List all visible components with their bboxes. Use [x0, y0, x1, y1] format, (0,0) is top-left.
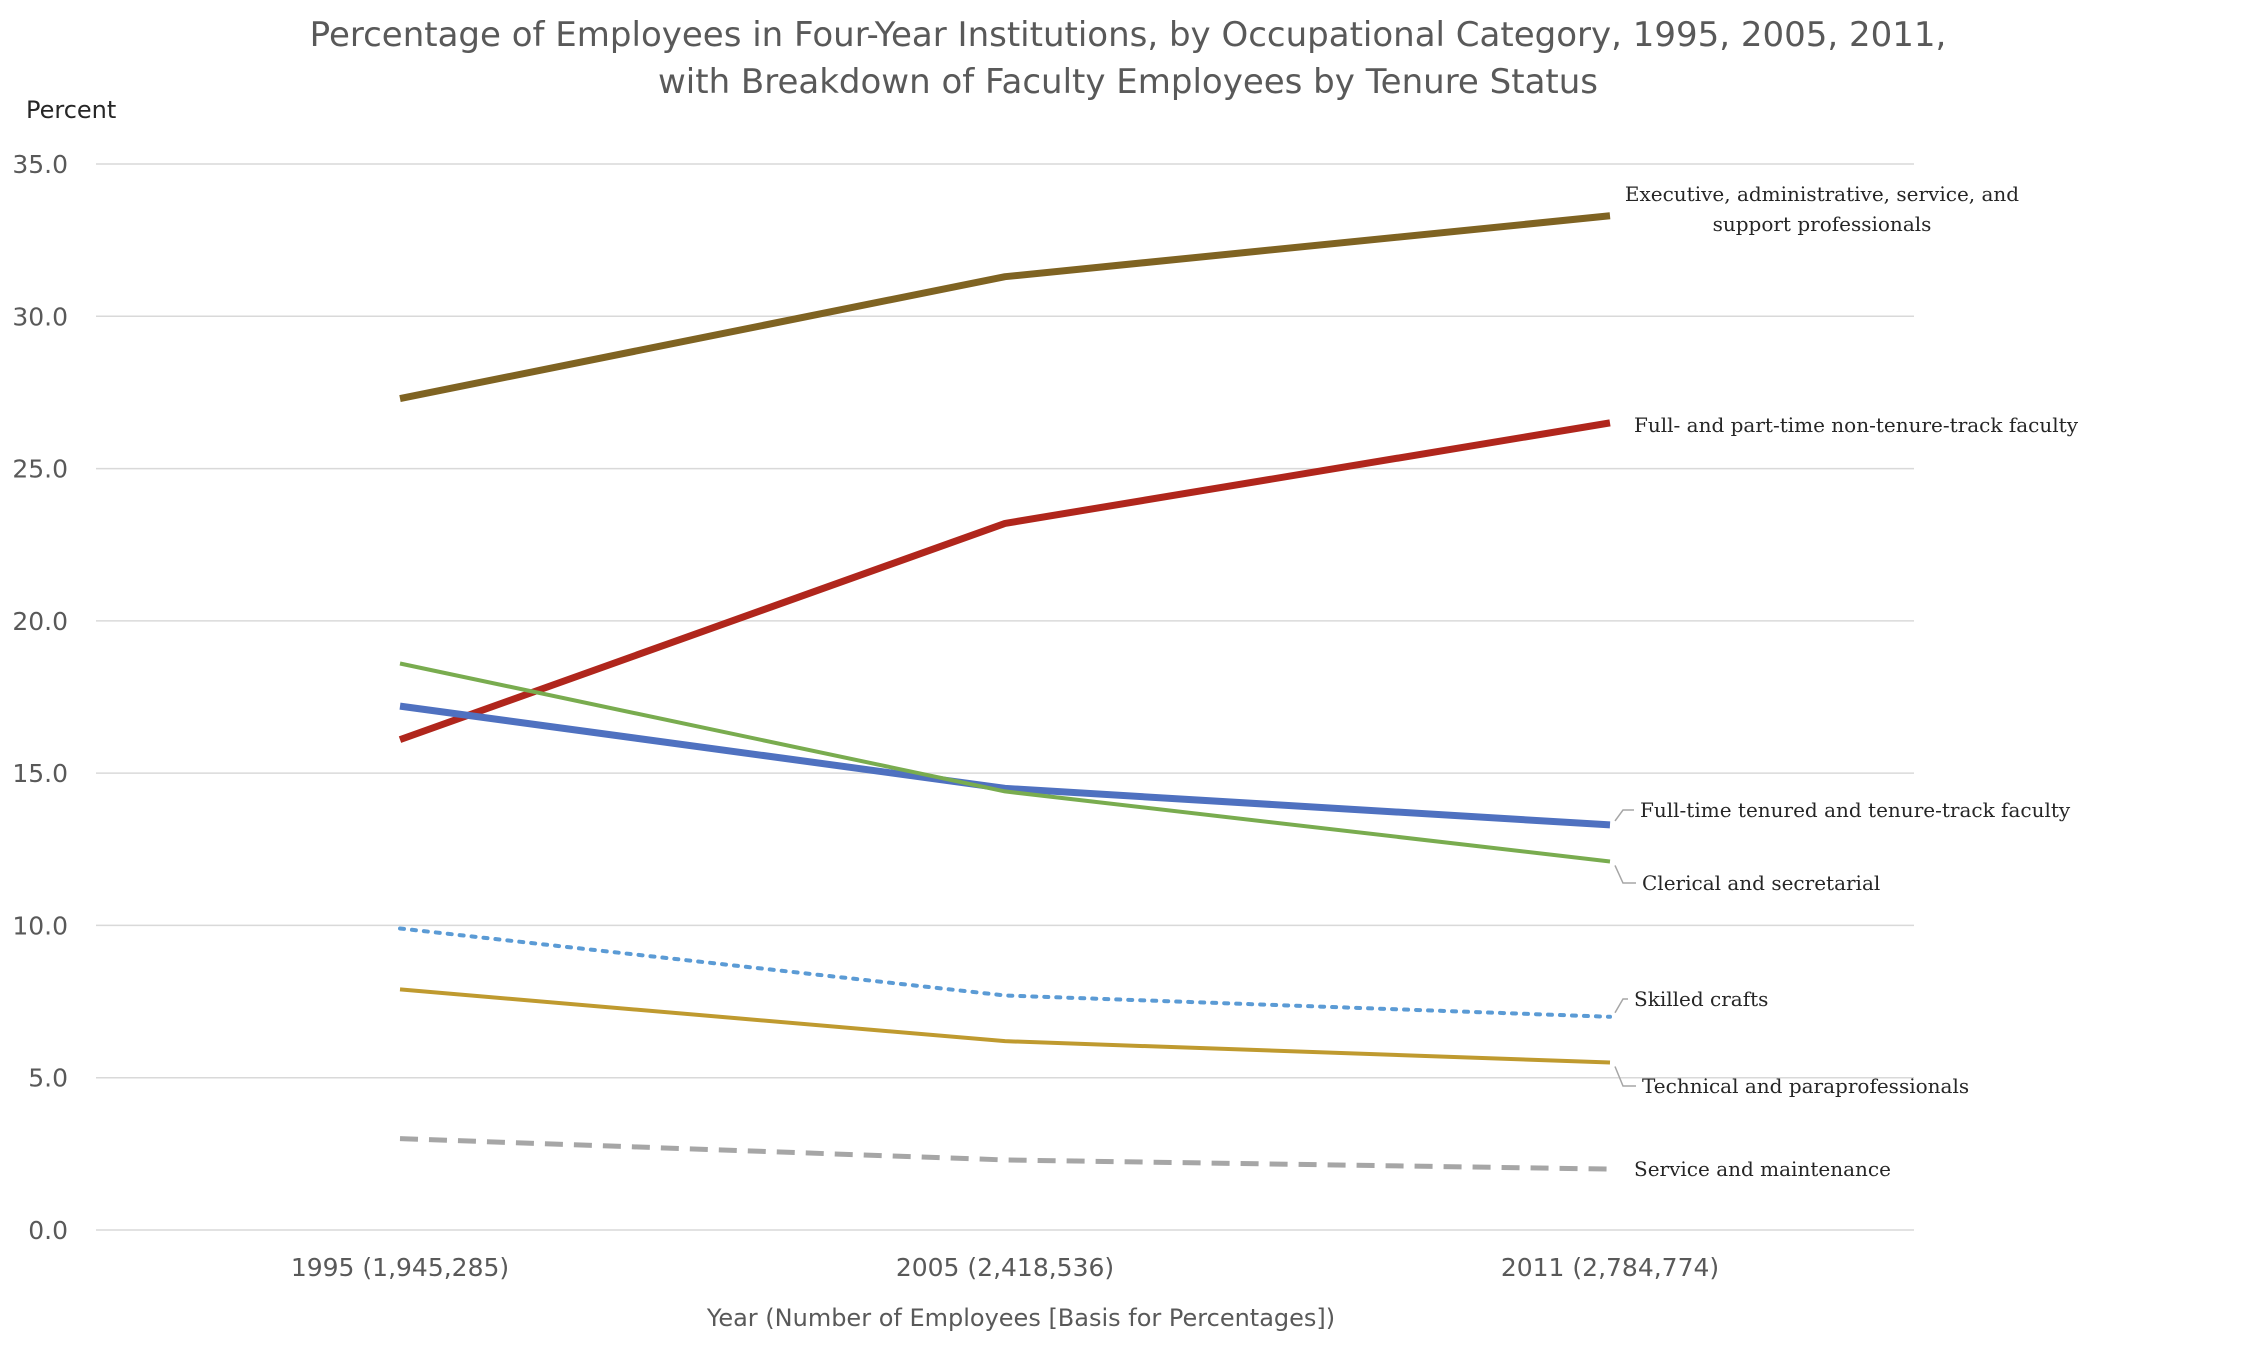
y-axis-ticks: 0.0 5.0 10.0 15.0 20.0 25.0 30.0 35.0: [12, 150, 68, 1245]
label-leader-line: [1614, 809, 1634, 822]
y-tick-label: 20.0: [12, 607, 68, 636]
y-tick-label: 10.0: [12, 911, 68, 940]
chart-title-line-1: Percentage of Employees in Four-Year Ins…: [310, 15, 1947, 55]
y-tick-label: 5.0: [28, 1064, 68, 1093]
series-line-4: [398, 926, 1612, 1019]
series-line-0: [399, 212, 1611, 402]
x-axis-label: Year (Number of Employees [Basis for Per…: [706, 1304, 1335, 1332]
series-label: Skilled crafts: [1634, 987, 1768, 1011]
label-leader-line: [1614, 998, 1628, 1014]
series-line-5: [399, 987, 1611, 1065]
x-tick-label: 2005 (2,418,536): [896, 1253, 1114, 1282]
series-label: Technical and paraprofessionals: [1642, 1074, 1969, 1098]
label-leader-line: [1614, 865, 1636, 884]
x-tick-label: 2011 (2,784,774): [1501, 1253, 1719, 1282]
x-tick-label: 1995 (1,945,285): [291, 1253, 509, 1282]
label-leader-line: [1614, 1066, 1636, 1087]
y-axis-label: Percent: [26, 96, 116, 124]
chart-title-line-2: with Breakdown of Faculty Employees by T…: [658, 62, 1598, 102]
y-tick-label: 15.0: [12, 759, 68, 788]
gridlines: [96, 163, 1914, 1231]
series-labels: Executive, administrative, service, and s…: [1614, 182, 2079, 1181]
series-label: support professionals: [1713, 212, 1932, 236]
y-tick-label: 30.0: [12, 302, 68, 331]
y-tick-label: 25.0: [12, 455, 68, 484]
x-axis-ticks: 1995 (1,945,285) 2005 (2,418,536) 2011 (2,…: [291, 1253, 1719, 1282]
series-label: Full- and part-time non-tenure-track fac…: [1634, 413, 2079, 437]
series-lines: [398, 212, 1612, 1172]
series-line-3: [399, 661, 1611, 864]
series-line-1: [398, 419, 1611, 743]
y-tick-label: 35.0: [12, 150, 68, 179]
series-line-6: [399, 1136, 1611, 1172]
series-line-2: [399, 702, 1611, 829]
chart-title: Percentage of Employees in Four-Year Ins…: [310, 15, 1947, 102]
y-tick-label: 0.0: [28, 1216, 68, 1245]
series-label: Executive, administrative, service, and: [1625, 182, 2019, 206]
series-label: Full-time tenured and tenure-track facul…: [1640, 798, 2071, 822]
series-label: Clerical and secretarial: [1642, 871, 1880, 895]
series-label: Service and maintenance: [1634, 1157, 1891, 1181]
